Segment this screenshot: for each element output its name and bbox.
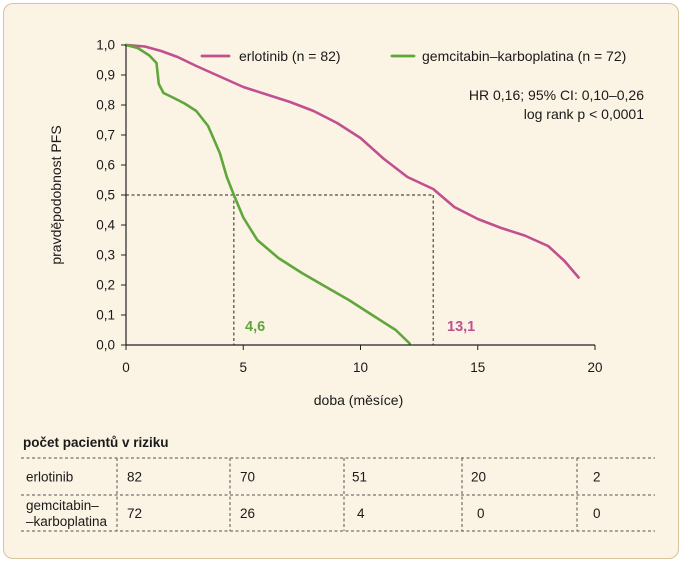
- risk-cell-value: 26: [240, 506, 255, 521]
- legend: erlotinib (n = 82) gemcitabin–karboplatin…: [200, 48, 626, 64]
- x-axis-label: doba (měsíce): [314, 392, 403, 408]
- risk-cell-value: 70: [240, 470, 255, 485]
- y-tick-label: 0,4: [96, 218, 115, 233]
- risk-cell-value: 0: [593, 506, 601, 521]
- risk-cell-value: 2: [593, 470, 601, 485]
- y-tick-label: 0,3: [96, 248, 115, 263]
- stats-annotation: HR 0,16; 95% CI: 0,10–0,26: [469, 87, 644, 103]
- y-tick-label: 0,5: [96, 188, 115, 203]
- x-tick-label: 15: [470, 360, 485, 375]
- risk-row-label: gemcitabin–: [26, 498, 99, 513]
- median-reference-lines: [126, 194, 434, 345]
- y-tick-label: 0,6: [96, 158, 115, 173]
- risk-table-title: počet pacientů v riziku: [23, 435, 169, 450]
- annotations: 4,6 13,1 HR 0,16; 95% CI: 0,10–0,26 log ran…: [245, 87, 644, 335]
- x-tick-label: 10: [353, 360, 368, 375]
- stats-annotation: log rank p < 0,0001: [524, 106, 644, 122]
- median-label: 4,6: [245, 319, 265, 335]
- x-tick-label: 0: [122, 360, 130, 375]
- y-tick-label: 0,8: [96, 98, 115, 113]
- survival-curves: [124, 43, 580, 345]
- km-chart: 0,00,10,20,30,40,50,60,70,80,91,00 5 10 15 2…: [21, 38, 655, 532]
- figure-panel: 0,0 0,1 0,2 0,3 0,4 0,5 0,6 0,7 0,8 0,9 1,0 0 5 10 15 2…: [3, 3, 679, 559]
- y-tick-label: 0,2: [96, 278, 115, 293]
- y-tick-label: 0,9: [96, 68, 115, 83]
- risk-cell-value: 72: [127, 506, 142, 521]
- x-tick-label: 20: [587, 360, 602, 375]
- y-tick-label: 0,0: [96, 338, 115, 353]
- series-line-0: [124, 43, 580, 279]
- legend-entry: erlotinib (n = 82): [239, 48, 341, 64]
- risk-cell-value: 0: [477, 506, 485, 521]
- y-tick-label: 0,1: [96, 308, 115, 323]
- risk-cell-value: 4: [357, 506, 365, 521]
- risk-row-label: –karboplatina: [26, 514, 108, 529]
- series-line-1: [124, 43, 411, 345]
- axes: 0,0 0,1 0,2 0,3 0,4 0,5 0,6 0,7 0,8 0,9 1,0 0 5 10 15 2…: [48, 38, 603, 409]
- x-tick-label: 5: [239, 360, 247, 375]
- y-axis-label: pravděpodobnost PFS: [48, 125, 64, 264]
- y-tick-label: 0,7: [96, 128, 115, 143]
- legend-entry: gemcitabin–karboplatina (n = 72): [422, 48, 626, 64]
- risk-cell-value: 82: [127, 470, 142, 485]
- risk-cell-value: 51: [352, 470, 367, 485]
- y-tick-label: 1,0: [96, 38, 115, 53]
- median-label: 13,1: [447, 319, 475, 335]
- risk-row-label: erlotinib: [26, 470, 73, 485]
- risk-cell-value: 20: [471, 470, 486, 485]
